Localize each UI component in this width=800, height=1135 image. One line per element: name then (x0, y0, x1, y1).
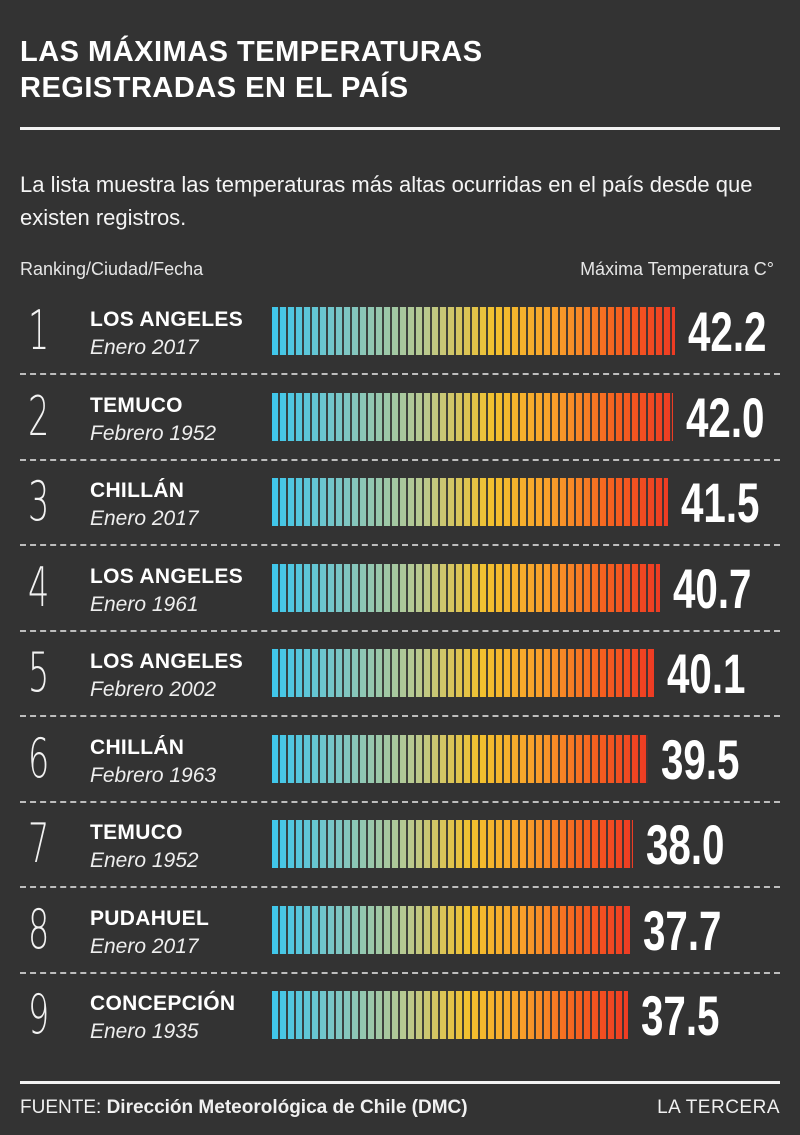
row-separator (20, 544, 780, 546)
chart-subtitle: La lista muestra las temperaturas más al… (20, 172, 753, 230)
temperature-value: 39.5 (661, 727, 740, 791)
temperature-bar (272, 563, 660, 612)
bottom-divider (20, 1081, 780, 1084)
ranking-row: 3 CHILLÁN Enero 2017 41.5 (0, 461, 800, 546)
city-name: TEMUCO (90, 821, 183, 844)
source-note: FUENTE: Dirección Meteorológica de Chile… (20, 1097, 468, 1119)
row-separator (20, 800, 780, 803)
row-separator (20, 373, 780, 375)
brand-label: LA TERCERA (657, 1097, 780, 1118)
rank-number: 6 (28, 726, 50, 790)
row-separator (20, 886, 780, 888)
temperature-bar (272, 820, 633, 868)
rank-number: 5 (28, 641, 50, 704)
record-date: Enero 2017 (90, 934, 199, 958)
ranking-row: 1 LOS ANGELES Enero 2017 42.2 (0, 290, 800, 375)
record-date: Enero 2017 (90, 507, 199, 530)
record-date: Enero 1961 (90, 592, 199, 616)
rank-number: 9 (28, 983, 50, 1046)
temperature-bar (272, 307, 675, 355)
temperature-bar (272, 478, 668, 526)
record-date: Enero 2017 (90, 336, 199, 359)
ranking-row: 2 TEMUCO Febrero 1952 42.0 (0, 376, 800, 461)
city-name: LOS ANGELES (90, 650, 244, 673)
temperature-bar (272, 991, 628, 1039)
temperature-bar (272, 392, 673, 441)
record-date: Febrero 2002 (90, 678, 217, 701)
city-name: CHILLÁN (90, 735, 185, 759)
rank-number: 4 (28, 555, 50, 619)
city-name: PUDAHUEL (90, 906, 210, 930)
rank-number: 8 (28, 897, 50, 961)
city-name: LOS ANGELES (90, 564, 244, 588)
rank-number: 1 (28, 299, 50, 362)
source-prefix: FUENTE: (20, 1097, 102, 1118)
temperature-bar (272, 905, 630, 954)
rank-number: 3 (28, 470, 50, 533)
temperature-value: 41.5 (681, 471, 760, 534)
column-header-left: Ranking/Ciudad/Fecha (20, 259, 204, 279)
record-date: Enero 1935 (90, 1020, 199, 1043)
ranking-row: 5 LOS ANGELES Febrero 2002 40.1 (0, 632, 800, 717)
source-text: Dirección Meteorológica de Chile (DMC) (106, 1097, 468, 1118)
row-separator (20, 971, 780, 974)
ranking-row: 8 PUDAHUEL Enero 2017 37.7 (0, 889, 800, 974)
temperature-value: 40.1 (667, 642, 746, 705)
temperature-bar (272, 649, 654, 697)
record-date: Febrero 1952 (90, 421, 217, 445)
temperature-value: 38.0 (646, 813, 725, 876)
record-date: Febrero 1963 (90, 763, 217, 787)
ranking-row: 7 TEMUCO Enero 1952 38.0 (0, 803, 800, 888)
city-name: CHILLÁN (90, 479, 185, 502)
ranking-row: 6 CHILLÁN Febrero 1963 39.5 (0, 718, 800, 803)
title-line-2: REGISTRADAS EN EL PAÍS (20, 72, 409, 104)
temperature-value: 42.0 (686, 385, 765, 449)
ranking-row: 4 LOS ANGELES Enero 1961 40.7 (0, 547, 800, 632)
ranking-row: 9 CONCEPCIÓN Enero 1935 37.5 (0, 974, 800, 1059)
temperature-value: 37.7 (643, 898, 722, 962)
temperature-value: 40.7 (673, 556, 752, 620)
rank-number: 7 (28, 812, 50, 875)
temperature-value: 42.2 (688, 300, 767, 363)
city-name: CONCEPCIÓN (90, 992, 236, 1015)
temperature-value: 37.5 (641, 984, 720, 1047)
city-name: LOS ANGELES (90, 308, 244, 331)
row-separator (20, 458, 780, 461)
row-separator (20, 715, 780, 717)
column-header-right: Máxima Temperatura C° (580, 259, 774, 279)
city-name: TEMUCO (90, 393, 183, 417)
record-date: Enero 1952 (90, 849, 199, 872)
row-separator (20, 629, 780, 632)
top-divider (20, 127, 780, 130)
chart-title: LAS MÁXIMAS TEMPERATURAS REGISTRADAS EN … (20, 34, 720, 106)
rank-number: 2 (28, 384, 50, 448)
title-line-1: LAS MÁXIMAS TEMPERATURAS (20, 36, 483, 68)
temperature-bar (272, 734, 648, 783)
